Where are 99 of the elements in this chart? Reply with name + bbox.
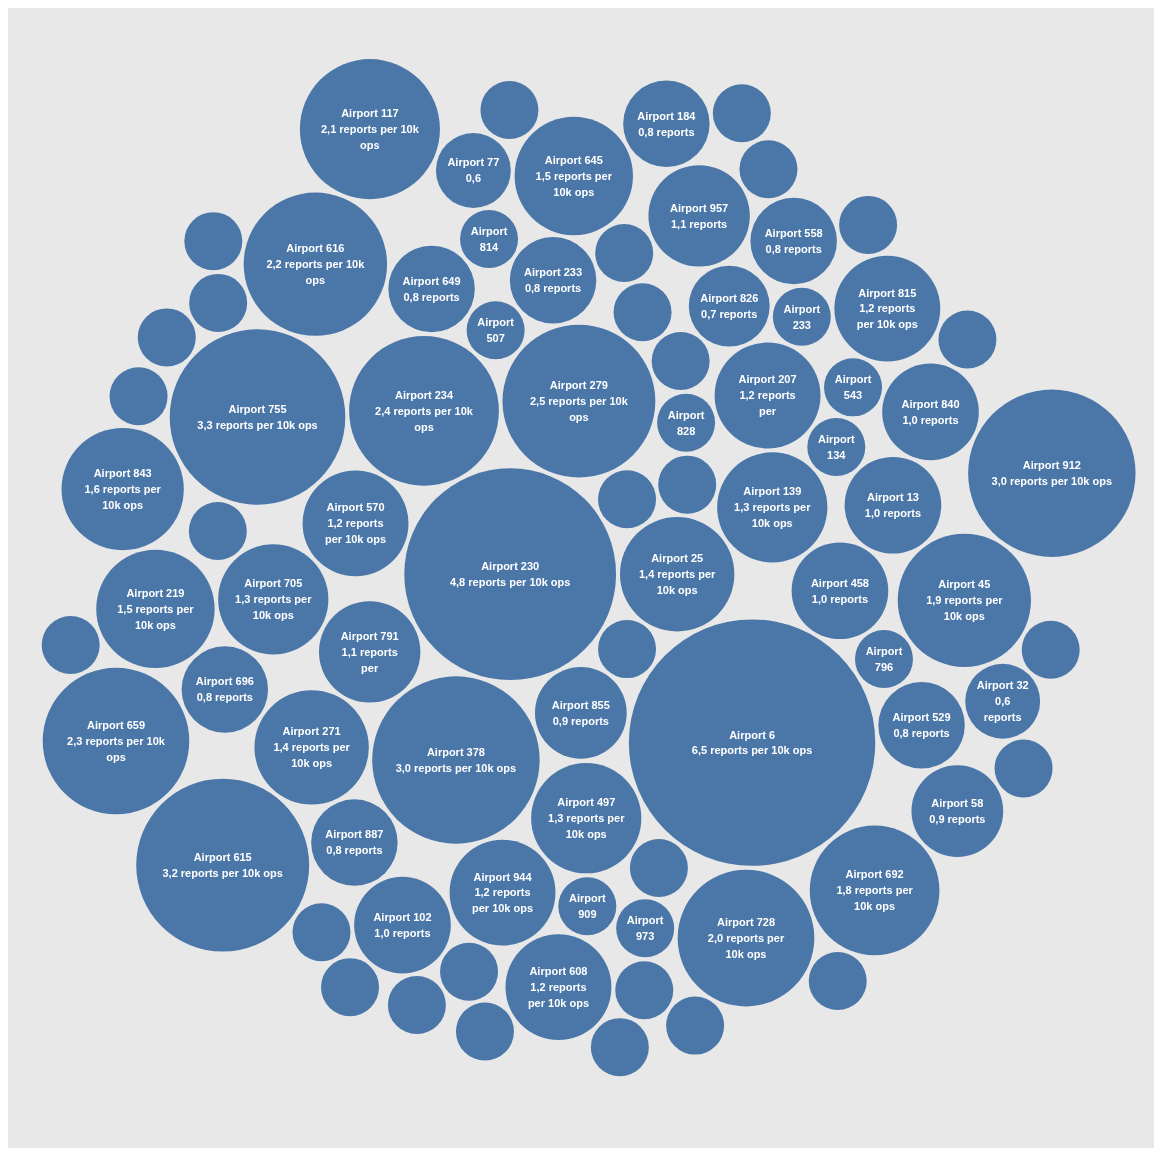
data-label: 2,2 reports per 10k ops xyxy=(266,258,366,286)
data-label: 3,2 reports per 10k ops xyxy=(162,866,283,879)
category-label: Airport 815 xyxy=(858,286,917,299)
category-label: Airport 840 xyxy=(901,397,960,410)
data-label: 1,4 reports per 10k ops xyxy=(638,568,717,597)
data-label: 1,0 reports xyxy=(811,592,869,605)
data-label: 0,7 reports xyxy=(701,307,758,320)
data-label: 2,5 reports per 10k ops xyxy=(529,394,629,423)
category-label: Airport 458 xyxy=(810,576,869,589)
data-label: 1,9 reports per 10k ops xyxy=(926,594,1004,623)
category-label: Airport 755 xyxy=(228,402,287,415)
data-label: 3,0 reports per 10k ops xyxy=(991,475,1113,488)
data-label: 2,0 reports per 10k ops xyxy=(707,931,785,960)
category-label: Airport 558 xyxy=(764,226,823,239)
category-label: Airport 828 xyxy=(667,408,705,437)
data-label: 1,2 reports per 10k ops xyxy=(324,517,387,546)
data-label: 2,1 reports per 10k ops xyxy=(320,122,420,151)
category-label: Airport 957 xyxy=(670,201,729,214)
category-label: Airport 497 xyxy=(557,796,616,809)
category-label: Airport 570 xyxy=(326,501,385,514)
category-label: Airport 77 xyxy=(447,156,500,169)
data-label: 0,8 reports xyxy=(765,242,822,255)
category-label: Airport 696 xyxy=(195,675,254,688)
data-label: 2,4 reports per 10k ops xyxy=(375,404,474,433)
category-label: Airport 887 xyxy=(325,828,384,841)
category-label: Airport 692 xyxy=(845,868,904,881)
data-label: 1,1 reports xyxy=(670,217,728,230)
data-label: 1,2 reports per xyxy=(739,389,796,418)
data-label: 0,6 reports xyxy=(983,695,1022,724)
category-label: Airport 826 xyxy=(700,291,759,304)
data-label: 1,2 reports per 10k ops xyxy=(527,980,590,1009)
data-label: 2,3 reports per 10k ops xyxy=(67,734,166,763)
category-label: Airport 234 xyxy=(394,388,454,401)
data-label: 0,8 reports xyxy=(524,282,582,295)
category-label: Airport 271 xyxy=(282,725,341,738)
category-label: Airport 58 xyxy=(931,797,984,810)
category-label: Airport 134 xyxy=(817,432,855,461)
category-label: Airport 207 xyxy=(738,373,797,386)
category-label: Airport 616 xyxy=(286,242,345,255)
data-label: 0,8 reports xyxy=(403,290,460,303)
category-label: Airport 791 xyxy=(340,629,399,642)
data-label: 0,8 reports xyxy=(893,727,950,740)
category-label: Airport 529 xyxy=(892,711,951,724)
data-label: 1,1 reports per xyxy=(341,645,398,674)
category-label: Airport 378 xyxy=(426,745,485,758)
category-label: Airport 219 xyxy=(126,586,185,599)
category-label: Airport 32 xyxy=(976,679,1029,692)
data-label: 1,8 reports per 10k ops xyxy=(836,884,914,913)
category-label: Airport 543 xyxy=(834,373,872,402)
category-label: Airport 608 xyxy=(529,965,588,978)
data-label: 3,3 reports per 10k ops xyxy=(197,418,318,431)
category-label: Airport 507 xyxy=(477,316,515,345)
data-label: 1,2 reports per 10k ops xyxy=(471,886,534,915)
category-label: Airport 233 xyxy=(783,302,821,331)
data-label: 0,8 reports xyxy=(196,691,253,704)
category-label: Airport 855 xyxy=(551,698,610,711)
category-label: Airport 728 xyxy=(716,915,776,928)
category-label: Airport 117 xyxy=(341,107,399,120)
data-label: 0,9 reports xyxy=(929,812,986,825)
category-label: Airport 6 xyxy=(729,728,775,741)
category-label: Airport 843 xyxy=(93,466,152,479)
data-label: 1,5 reports per 10k ops xyxy=(117,602,195,631)
category-label: Airport 615 xyxy=(193,851,252,864)
category-label: Airport 659 xyxy=(86,718,146,731)
data-label: 0,6 xyxy=(465,172,482,185)
category-label: Airport 45 xyxy=(938,578,991,591)
category-label: Airport 230 xyxy=(481,560,540,573)
category-label: Airport 705 xyxy=(244,577,303,590)
data-label: 1,0 reports xyxy=(374,926,431,939)
category-label: Airport 649 xyxy=(402,274,461,287)
category-label: Airport 645 xyxy=(544,153,603,166)
category-label: Airport 944 xyxy=(473,870,533,883)
category-label: Airport 13 xyxy=(866,491,919,504)
category-label: Airport 909 xyxy=(568,892,606,921)
data-label: 0,8 reports xyxy=(326,844,383,857)
data-label: 1,3 reports per 10k ops xyxy=(548,812,626,841)
category-label: Airport 139 xyxy=(743,485,802,498)
data-label: 1,2 reports per 10k ops xyxy=(856,302,918,331)
category-label: Airport 912 xyxy=(1022,459,1081,472)
category-label: Airport 233 xyxy=(524,266,583,279)
data-label: 6,5 reports per 10k ops xyxy=(691,744,813,757)
data-label: 1,0 reports xyxy=(902,413,959,426)
category-label: Airport 25 xyxy=(651,552,704,565)
data-label: 1,0 reports xyxy=(864,507,922,520)
data-label: 0,8 reports xyxy=(638,125,695,138)
data-label: 1,3 reports per 10k ops xyxy=(734,501,812,530)
data-label: 1,3 reports per 10k ops xyxy=(235,593,313,622)
category-label: Airport 102 xyxy=(373,910,432,923)
category-label: Airport 796 xyxy=(865,644,903,673)
data-label: 1,6 reports per 10k ops xyxy=(84,482,162,511)
category-label: Airport 184 xyxy=(637,109,697,122)
data-label: 3,0 reports per 10k ops xyxy=(395,761,517,774)
category-label: Airport 279 xyxy=(549,379,608,392)
category-label: Airport 814 xyxy=(470,224,508,253)
data-label: 4,8 reports per 10k ops xyxy=(449,576,571,589)
data-label: 1,4 reports per 10k ops xyxy=(273,741,351,770)
data-label: 0,9 reports xyxy=(552,714,609,727)
data-label: 1,5 reports per 10k ops xyxy=(535,169,613,198)
category-label: Airport 973 xyxy=(626,914,664,943)
